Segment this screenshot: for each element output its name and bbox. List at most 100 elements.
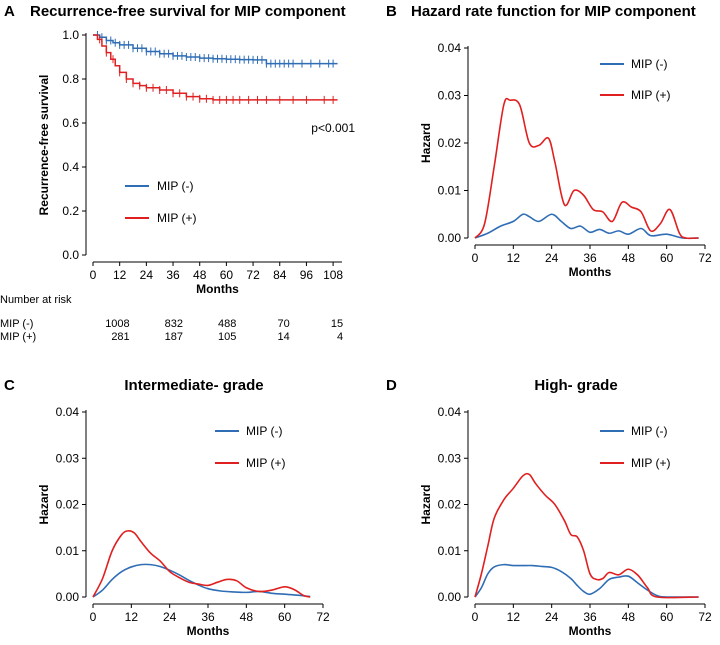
panel-c-series-mip-neg: [92, 563, 311, 598]
panel-c-series: [92, 530, 311, 598]
panel-c-x-tick-label: 72: [316, 610, 330, 624]
panel-c: C Intermediate- grade 0 12 24 36 48 60 720.000…: [4, 377, 330, 638]
panel-a-y-tick-label: 0.8: [62, 72, 79, 86]
risk-table-values: 1008 832 488 70 15 281 187 105 14 4: [105, 318, 343, 343]
risk-value-mip-neg: 1008: [105, 318, 129, 330]
panel-a-legend: MIP (-) MIP (+): [125, 179, 196, 225]
panel-d-y-tick-label: 0.03: [438, 451, 462, 465]
panel-b-series: [474, 97, 699, 240]
panel-d-y-tick-label: 0.00: [438, 590, 462, 604]
panel-b-y-tick-label: 0.03: [438, 89, 462, 103]
panel-c-x-tick-label: 24: [163, 610, 177, 624]
panel-b-x-axis-label: Months: [569, 265, 612, 279]
panel-d-title: High- grade: [534, 377, 617, 394]
panel-c-letter: C: [4, 377, 15, 394]
panel-a-x-tick-label: 60: [220, 268, 234, 282]
panel-a-x-tick-label: 24: [140, 268, 154, 282]
risk-value-mip-neg: 832: [165, 318, 183, 330]
panel-c-x-tick-label: 48: [240, 610, 254, 624]
risk-value-mip-neg: 70: [278, 318, 290, 330]
panel-a: A Recurrence-free survival for MIP compo…: [0, 3, 355, 343]
panel-c-x-tick-label: 0: [90, 610, 97, 624]
panel-a-x-tick-label: 36: [166, 268, 180, 282]
panel-c-x-axis-label: Months: [187, 624, 230, 638]
panel-b-legend-mip-pos: MIP (+): [631, 88, 670, 102]
panel-d-x-tick-label: 0: [472, 610, 479, 624]
panel-a-p-value: p<0.001: [311, 121, 355, 135]
panel-d-x-tick-label: 36: [583, 610, 597, 624]
panel-b-y-tick-label: 0.02: [438, 136, 462, 150]
panel-d-legend-mip-neg: MIP (-): [631, 424, 667, 438]
panel-a-x-tick-label: 48: [193, 268, 207, 282]
panel-b-y-tick-label: 0.01: [438, 184, 462, 198]
panel-b-y-axis-label: Hazard: [419, 123, 433, 163]
panel-a-title: Recurrence-free survival for MIP compone…: [30, 3, 346, 20]
panel-c-series-mip-pos: [92, 530, 311, 598]
panel-a-x-tick-label: 84: [273, 268, 287, 282]
panel-d-y-tick-label: 0.04: [438, 405, 462, 419]
panel-b-y-tick-label: 0.04: [438, 41, 462, 55]
panel-b-x-tick-label: 24: [545, 251, 559, 265]
panel-c-x-tick-label: 12: [125, 610, 139, 624]
panel-b-x-tick-label: 60: [660, 251, 674, 265]
panel-a-y-tick-label: 0.4: [62, 160, 79, 174]
panel-d-x-tick-label: 12: [507, 610, 521, 624]
panel-a-x-tick-label: 108: [323, 268, 343, 282]
panel-d: D High- grade 0 12 24 36 48 60 720.000.010.020…: [386, 377, 712, 638]
panel-c-x-tick-label: 60: [278, 610, 292, 624]
panel-b-series-mip-pos: [474, 97, 699, 240]
panel-a-y-tick-label: 0.6: [62, 116, 79, 130]
panel-c-legend-mip-pos: MIP (+): [246, 456, 285, 470]
panel-d-y-tick-label: 0.01: [438, 544, 462, 558]
panel-c-y-tick-label: 0.02: [56, 498, 80, 512]
panel-d-x-tick-label: 48: [622, 610, 636, 624]
panel-a-risk-table: Number at risk MIP (-) MIP (+) 1008 832 48…: [0, 294, 343, 343]
panel-d-legend-mip-pos: MIP (+): [631, 456, 670, 470]
panel-c-y-tick-label: 0.03: [56, 451, 80, 465]
panel-d-legend: MIP (-) MIP (+): [600, 424, 670, 470]
risk-value-mip-pos: 187: [165, 331, 183, 343]
panel-b-legend: MIP (-) MIP (+): [600, 57, 670, 102]
panel-a-y-axis-label: Recurrence-free survival: [37, 75, 51, 216]
panel-a-x-tick-label: 0: [90, 268, 97, 282]
risk-value-mip-pos: 4: [337, 331, 343, 343]
panel-a-y-tick-label: 1.0: [62, 28, 79, 42]
risk-value-mip-pos: 105: [218, 331, 236, 343]
panel-a-legend-mip-pos: MIP (+): [157, 211, 196, 225]
risk-table-title: Number at risk: [0, 294, 72, 306]
panel-c-x-tick-label: 36: [201, 610, 215, 624]
panel-d-x-tick-label: 72: [698, 610, 712, 624]
panel-d-axes: 0 12 24 36 48 60 72 0.00 0.01 0.02 0.03 0.04 Months H…: [419, 405, 712, 638]
panel-d-series-mip-neg: [474, 563, 699, 598]
panel-a-x-tick-label: 72: [246, 268, 260, 282]
panel-a-axes: 0 12 24 36 48 60 72 84 96 108 0.0 0.2 0.4 0.6 0.8 1.0 Mo…: [37, 28, 343, 296]
panel-b-x-tick-label: 72: [698, 251, 712, 265]
panel-b-axes: 0 12 24 36 48 60 72 0.00 0.01 0.02 0.03 0.04 Months H…: [419, 41, 712, 279]
risk-row-label-mip-neg: MIP (-): [0, 318, 33, 330]
risk-row-label-mip-pos: MIP (+): [0, 331, 36, 343]
panel-a-legend-mip-neg: MIP (-): [157, 179, 193, 193]
panel-d-series: [474, 472, 699, 599]
panel-d-y-axis-label: Hazard: [419, 484, 433, 524]
panel-d-letter: D: [386, 377, 397, 394]
risk-value-mip-pos: 14: [278, 331, 290, 343]
panel-a-x-tick-label: 96: [300, 268, 314, 282]
panel-a-x-tick-label: 12: [113, 268, 127, 282]
panel-b-legend-mip-neg: MIP (-): [631, 57, 667, 71]
panel-c-y-tick-label: 0.01: [56, 544, 80, 558]
panel-a-y-tick-label: 0.0: [62, 248, 79, 262]
panel-c-axes: 0 12 24 36 48 60 72 0.00 0.01 0.02 0.03 0.04 Months H…: [37, 405, 330, 638]
panel-b-letter: B: [386, 3, 397, 20]
panel-b-y-tick-label: 0.00: [438, 231, 462, 245]
panel-a-x-axis-label: Months: [196, 282, 239, 296]
panel-a-series: [93, 31, 338, 104]
panel-c-legend: MIP (-) MIP (+): [215, 424, 285, 470]
panel-b: B Hazard rate function for MIP component…: [386, 3, 712, 279]
panel-a-series-mip-neg: [93, 34, 338, 65]
panel-c-y-axis-label: Hazard: [37, 484, 51, 524]
panel-b-x-tick-label: 48: [622, 251, 636, 265]
risk-value-mip-neg: 488: [218, 318, 236, 330]
panel-d-x-axis-label: Months: [569, 624, 612, 638]
risk-value-mip-pos: 281: [111, 331, 129, 343]
